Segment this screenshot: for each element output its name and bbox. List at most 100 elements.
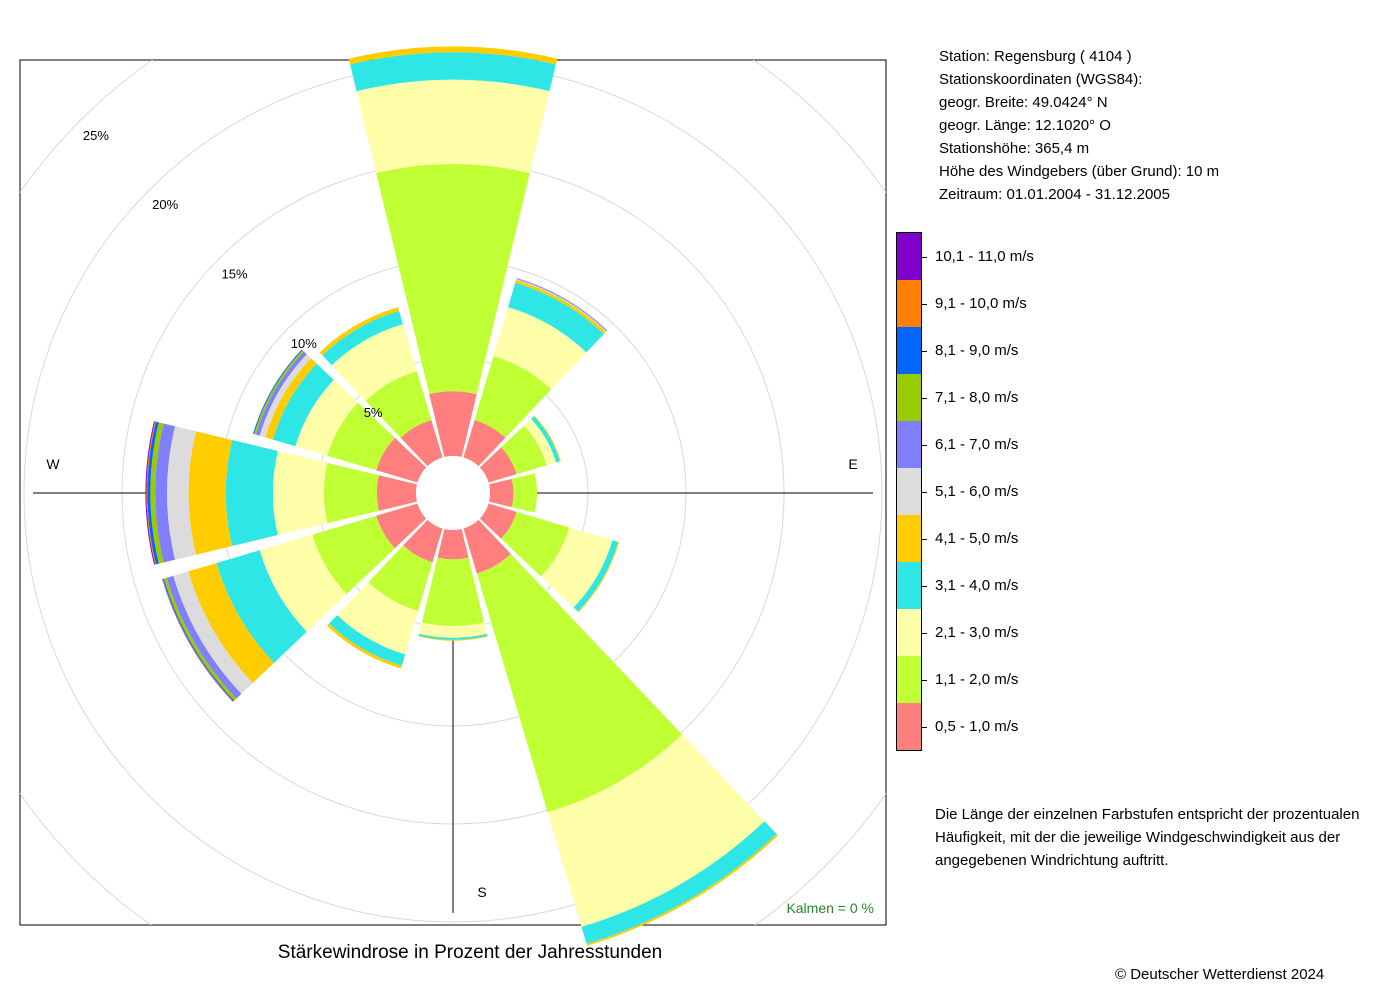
legend-swatch-3 [897,562,921,609]
legend-swatch-9 [897,280,921,327]
sector-300-class-5 [259,354,311,438]
explanation-note: Die Länge der einzelnen Farbstufen entsp… [935,806,1360,869]
legend-tick [921,350,927,352]
sector-30-class-0 [463,419,506,467]
legend-swatch-7 [897,374,921,421]
sector-270-class-6 [155,423,175,563]
legend-tick [921,679,927,681]
sector-300-class-6 [255,351,307,436]
direction-label-e: E [848,456,857,472]
sector-180-class-3 [418,633,488,640]
legend-label-9: 9,1 - 10,0 m/s [935,294,1027,312]
legend-label-3: 3,1 - 4,0 m/s [935,576,1019,594]
sector-270-class-10 [145,421,155,565]
sector-270-class-4 [188,431,233,555]
sector-240-class-1 [312,515,395,595]
sector-30-class-3 [508,282,604,353]
sector-210-class-4 [327,623,402,669]
legend-label-4: 4,1 - 5,0 m/s [935,529,1019,547]
radial-tick-label-10: 10% [291,336,317,351]
legend-tick [921,585,927,587]
sector-240-class-0 [376,503,427,549]
legend-swatch-1 [897,656,921,703]
sector-330-class-2 [331,324,417,401]
legend-tick [921,538,927,540]
sector-150-class-1 [476,553,683,813]
copyright-text: © Deutscher Wetterdienst 2024 [1115,966,1325,983]
radial-tick-label-25: 25% [83,128,109,143]
sector-120-class-0 [479,503,517,539]
sector-270-class-5 [167,426,196,560]
sector-180-class-0 [437,528,469,560]
legend-swatch-8 [897,327,921,374]
calm-text: Kalmen = 0 % [786,900,874,916]
time-period: Zeitraum: 01.01.2004 - 31.12.2005 [939,186,1170,203]
radial-tick-label-15: 15% [221,267,247,282]
sector-270-class-8 [147,421,159,565]
sector-150-class-3 [581,821,777,944]
sector-270-class-9 [146,421,156,565]
station-info: Station: Regensburg ( 4104 ) Stationskoo… [939,45,1219,206]
legend-label-2: 2,1 - 3,0 m/s [935,623,1019,641]
sector-210-class-1 [368,545,433,612]
legend-label-8: 8,1 - 9,0 m/s [935,341,1019,359]
sector-180-class-4 [418,635,488,641]
legend-swatch-6 [897,421,921,468]
direction-label-w: W [46,456,60,472]
sector-270-class-2 [272,450,328,536]
sector-270-class-0 [376,475,418,511]
sector-30-class-4 [515,279,606,334]
legend-swatch-0 [897,703,921,750]
legend-swatch-4 [897,515,921,562]
sector-300-class-3 [272,363,334,447]
sector-240-class-4 [188,563,275,684]
sector-60-class-2 [523,418,557,466]
sector-120-class-2 [540,527,613,608]
legend-tick [921,726,927,728]
sector-300-class-4 [265,358,317,440]
sector-0-class-1 [376,163,530,395]
sector-120-class-3 [573,540,619,612]
sector-90-class-0 [488,478,514,508]
sector-210-class-0 [403,519,443,563]
station-longitude: geogr. Länge: 12.1020° O [939,117,1111,134]
chart-title: Stärkewindrose in Prozent der Jahresstun… [277,942,663,963]
sector-90-class-1 [511,473,538,513]
legend-tick [921,303,927,305]
legend-label-5: 5,1 - 6,0 m/s [935,482,1019,500]
station-elevation: Stationshöhe: 365,4 m [939,140,1090,157]
legend-label-10: 10,1 - 11,0 m/s [935,247,1034,265]
sector-180-class-1 [421,557,485,627]
sector-60-class-1 [501,425,547,475]
legend-swatch-5 [897,468,921,515]
sector-240-class-5 [173,571,253,694]
radial-tick-labels: 5% 10% 15% 20% 25% [83,128,383,420]
sector-30-class-1 [474,356,552,438]
legend-label-6: 6,1 - 7,0 m/s [935,435,1019,453]
legend-tick [921,632,927,634]
wind-sectors [145,46,778,946]
anemometer-height: Höhe des Windgebers (über Grund): 10 m [939,163,1220,180]
sector-0-class-0 [429,391,477,458]
station-name: Station: Regensburg ( 4104 ) [939,48,1132,65]
sector-150-class-0 [463,519,511,574]
legend-tick [921,491,927,493]
sector-240-class-2 [259,534,347,632]
legend-color-bar [896,232,922,751]
sector-60-class-0 [479,447,517,483]
direction-label-s: S [477,884,486,900]
sector-330-class-1 [365,371,432,438]
legend-tick [921,444,927,446]
sector-330-class-3 [322,310,403,366]
legend-label-0: 0,5 - 1,0 m/s [935,717,1019,735]
legend-label-1: 1,1 - 2,0 m/s [935,670,1019,688]
sector-240-class-3 [216,550,307,663]
station-coordinates-heading: Stationskoordinaten (WGS84): [939,71,1143,88]
sector-210-class-3 [329,615,406,666]
radial-tick-label-5: 5% [364,405,383,420]
sector-120-class-1 [501,511,570,577]
legend-label-7: 7,1 - 8,0 m/s [935,388,1019,406]
sector-180-class-2 [419,622,487,638]
sector-330-class-0 [400,419,443,467]
sector-210-class-2 [337,582,418,655]
